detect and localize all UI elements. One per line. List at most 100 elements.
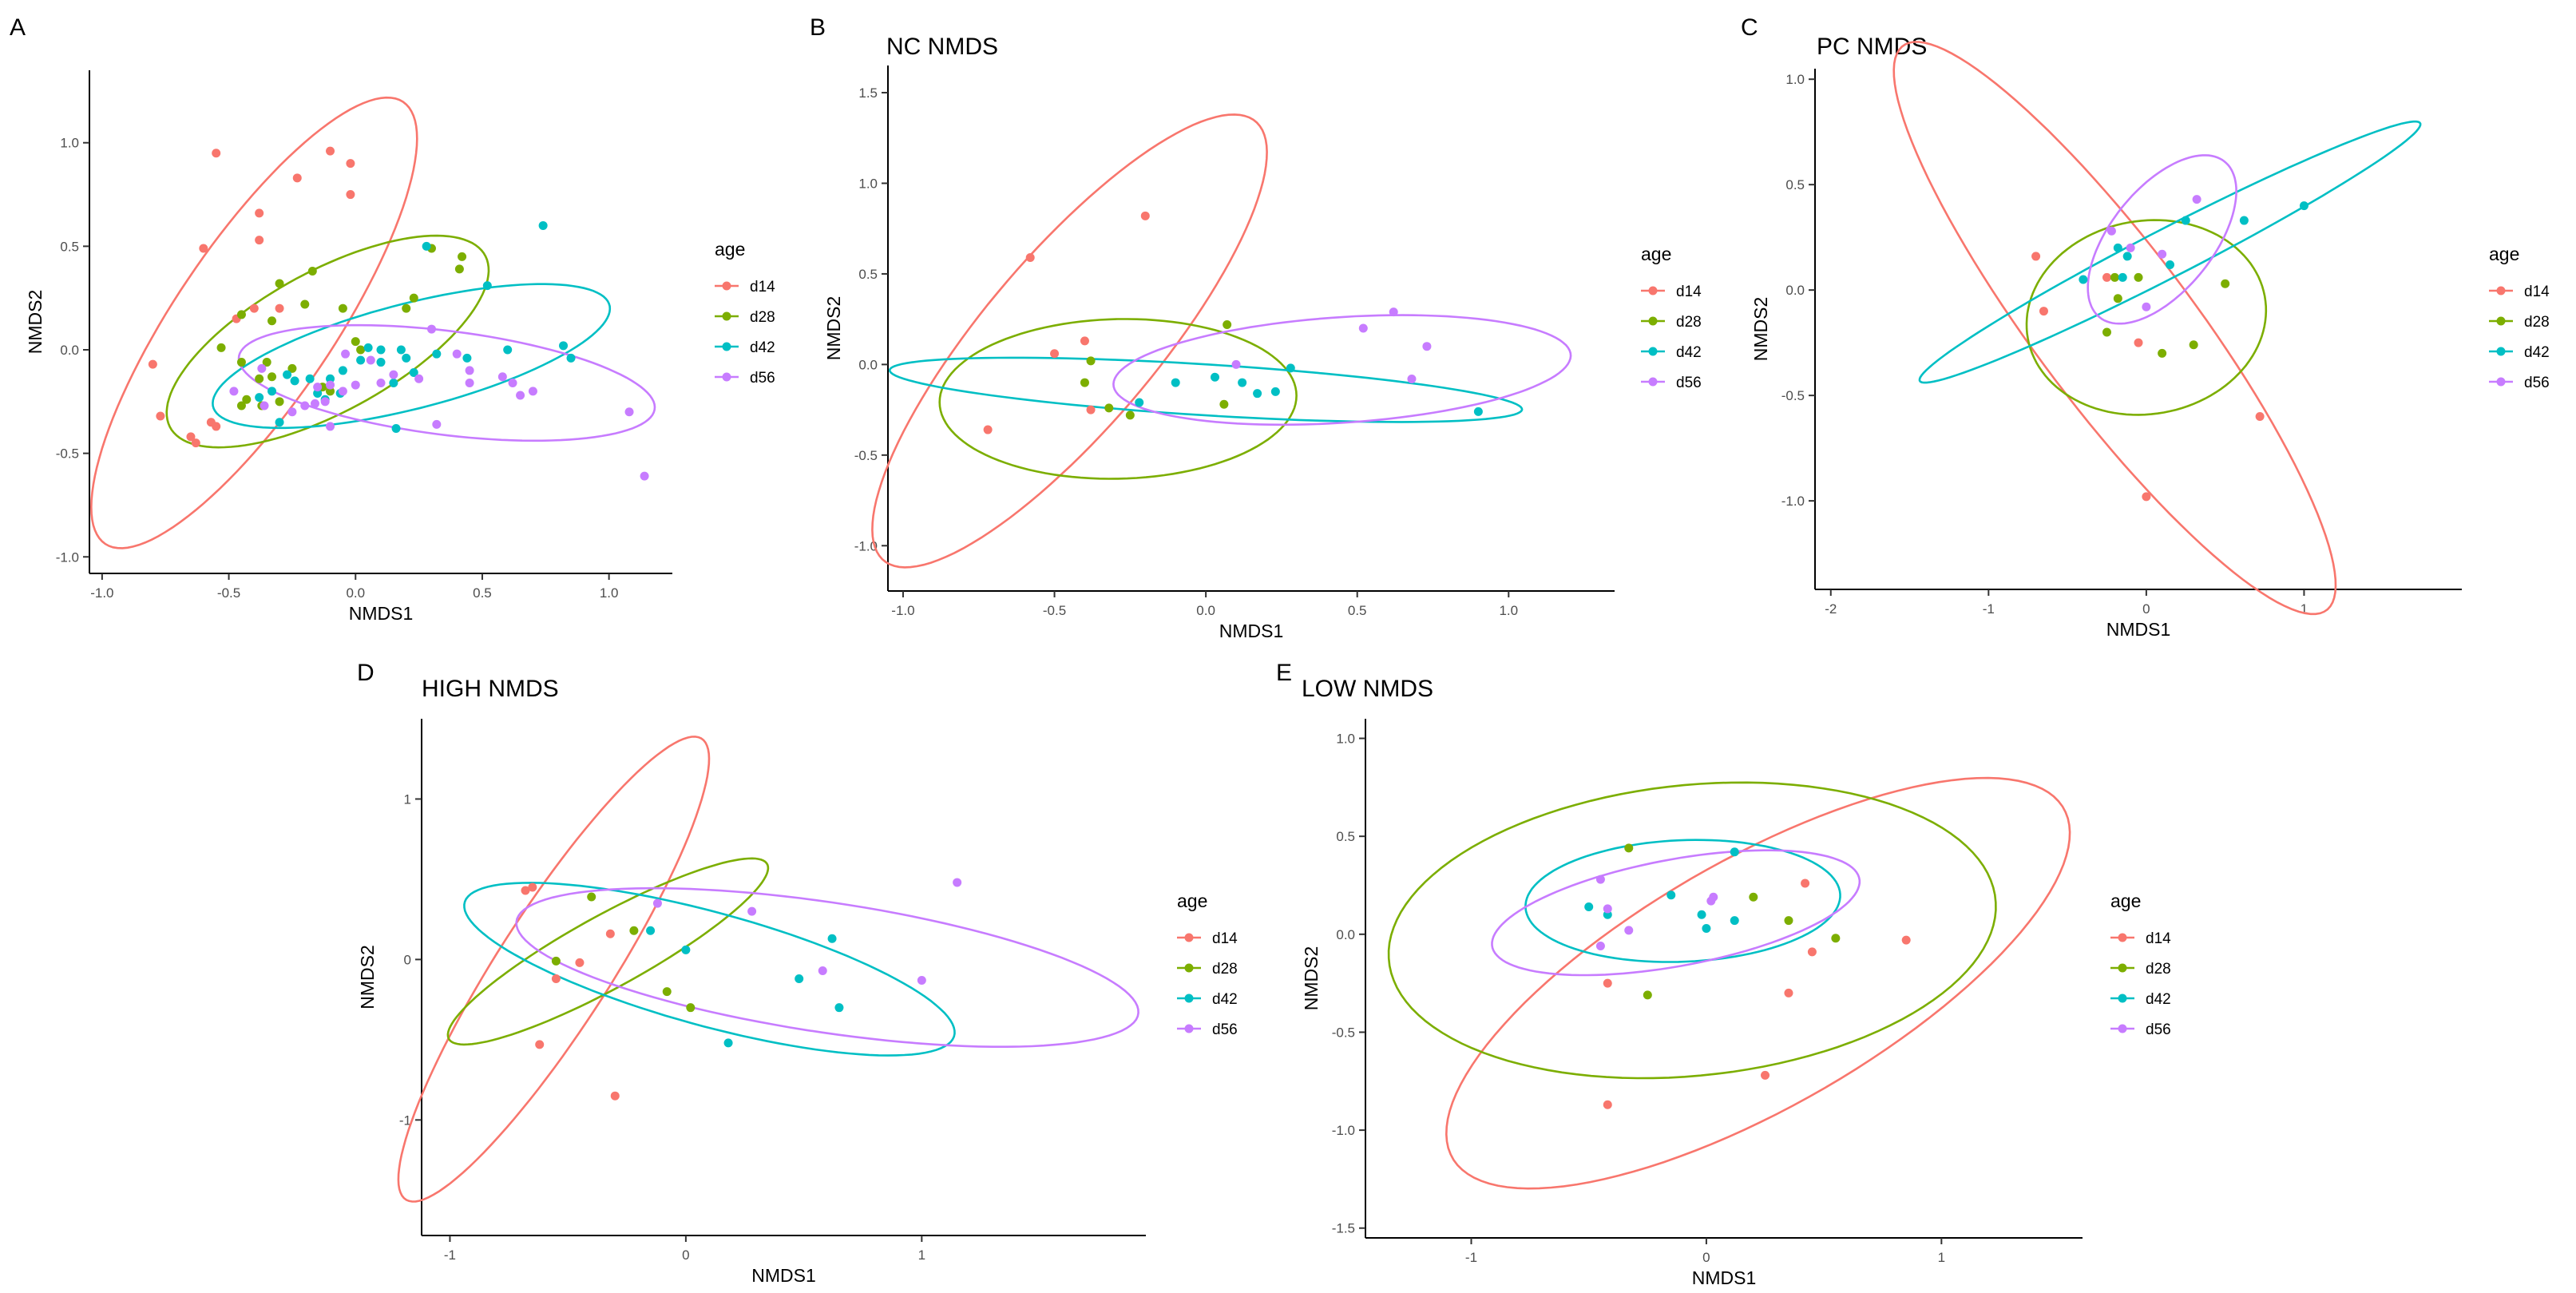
point-d42	[1270, 387, 1280, 396]
x-tick-label: 1	[1938, 1250, 1945, 1265]
y-axis-title: NMDS2	[1301, 946, 1322, 1011]
point-d14	[983, 425, 993, 434]
legend-label-d42: d42	[2524, 344, 2550, 361]
point-d14	[2039, 307, 2048, 316]
point-d14	[1080, 336, 1089, 346]
x-tick-label: 0	[2142, 601, 2150, 617]
point-d42	[409, 368, 418, 378]
y-axis-title: NMDS2	[1750, 297, 1771, 362]
point-d28	[1104, 403, 1114, 413]
panel-a: A -1.0 -0.5 0.0 0.5 1.0 -1.0 -0.5 0.0 0.5 1.0 NMDS1…	[10, 14, 775, 624]
y-tick-label: -0.5	[1781, 388, 1805, 403]
point-d42	[391, 424, 401, 434]
point-d14	[1603, 978, 1612, 988]
y-tick-label: -1	[399, 1113, 411, 1128]
panel-letter: C	[1741, 14, 1758, 41]
point-d56	[426, 324, 436, 334]
point-d14	[1807, 947, 1817, 957]
legend: age d14 d28 d42 d56	[1641, 244, 1702, 391]
point-d56	[818, 966, 827, 975]
point-d28	[242, 395, 252, 404]
point-d56	[624, 407, 634, 417]
ellipse-d14	[397, 736, 711, 1203]
legend-dot-d42	[1184, 994, 1194, 1003]
point-d56	[1422, 342, 1432, 351]
point-d42	[2079, 275, 2088, 284]
y-tick-label: -1.0	[1332, 1123, 1355, 1138]
point-d28	[587, 892, 596, 902]
y-tick-label: 1.0	[858, 176, 878, 191]
point-d14	[1901, 935, 1911, 945]
point-d56	[452, 349, 462, 359]
point-d56	[326, 380, 335, 390]
point-d14	[528, 882, 537, 892]
point-d28	[686, 1003, 696, 1013]
y-axis-title: NMDS2	[357, 945, 378, 1009]
point-d14	[346, 159, 355, 169]
point-d14	[551, 974, 561, 984]
point-d42	[1473, 407, 1483, 416]
point-d56	[1595, 942, 1605, 951]
legend-label-d28: d28	[750, 309, 775, 326]
point-d14	[326, 146, 335, 156]
y-tick-label: 0.5	[1336, 829, 1355, 844]
legend: age d14 d28 d42 d56	[2489, 244, 2550, 391]
legend-label-d28: d28	[1676, 314, 1702, 331]
point-d56	[516, 391, 525, 400]
ellipse-d14	[89, 96, 418, 549]
y-tick-label: 0.5	[858, 267, 878, 282]
point-d28	[1219, 399, 1229, 409]
legend-label-d56: d56	[1212, 1021, 1238, 1038]
legend-dot-d14	[2496, 286, 2506, 295]
ellipse-d42	[1918, 120, 2422, 384]
point-d56	[1595, 875, 1605, 884]
x-tick-label: 0.5	[473, 585, 492, 601]
legend-label-d42: d42	[1676, 344, 1702, 361]
panel-letter: D	[357, 660, 375, 686]
point-d56	[313, 383, 323, 392]
y-tick-label: -1.0	[854, 538, 878, 553]
point-d28	[216, 343, 226, 352]
legend: age d14 d28 d42 d56	[1177, 890, 1238, 1038]
point-d42	[1584, 902, 1594, 911]
legend: age d14 d28 d42 d56	[715, 239, 775, 387]
point-d14	[148, 359, 157, 369]
x-tick-label: 0.5	[1348, 603, 1367, 618]
point-d14	[521, 886, 530, 895]
legend-label-d14: d14	[750, 279, 775, 295]
x-axis-title: NMDS1	[1692, 1267, 1757, 1288]
point-d56	[528, 387, 537, 396]
point-d42	[305, 374, 315, 383]
legend-dot-d28	[2496, 316, 2506, 326]
ellipse-d28	[1387, 781, 1997, 1080]
point-d42	[389, 378, 398, 387]
point-d28	[307, 266, 317, 276]
x-tick-label: 0	[1702, 1250, 1710, 1265]
point-d42	[1135, 398, 1144, 407]
legend-title: age	[1641, 244, 1671, 264]
point-d56	[300, 401, 310, 411]
y-tick-label: -0.5	[1332, 1025, 1355, 1040]
point-d56	[260, 401, 269, 411]
x-tick-label: -1	[1465, 1250, 1477, 1265]
point-d42	[1730, 916, 1739, 926]
x-tick-label: -0.5	[217, 585, 240, 601]
panel-letter: B	[810, 14, 826, 41]
point-d56	[432, 419, 442, 429]
point-d42	[1286, 363, 1295, 373]
y-tick-label: 0.5	[60, 239, 79, 254]
point-d56	[640, 471, 649, 481]
point-d56	[389, 370, 398, 379]
point-d14	[212, 422, 221, 431]
point-d28	[409, 293, 418, 303]
point-d14	[292, 173, 302, 183]
point-d42	[566, 353, 576, 363]
point-d28	[326, 387, 335, 396]
legend-dot-d56	[2496, 377, 2506, 387]
legend-label-d42: d42	[1212, 991, 1238, 1008]
point-d28	[1624, 843, 1634, 853]
point-d42	[482, 281, 492, 291]
ellipse-d28	[446, 857, 770, 1046]
point-d28	[1643, 990, 1652, 1000]
panel-title: LOW NMDS	[1302, 676, 1433, 702]
